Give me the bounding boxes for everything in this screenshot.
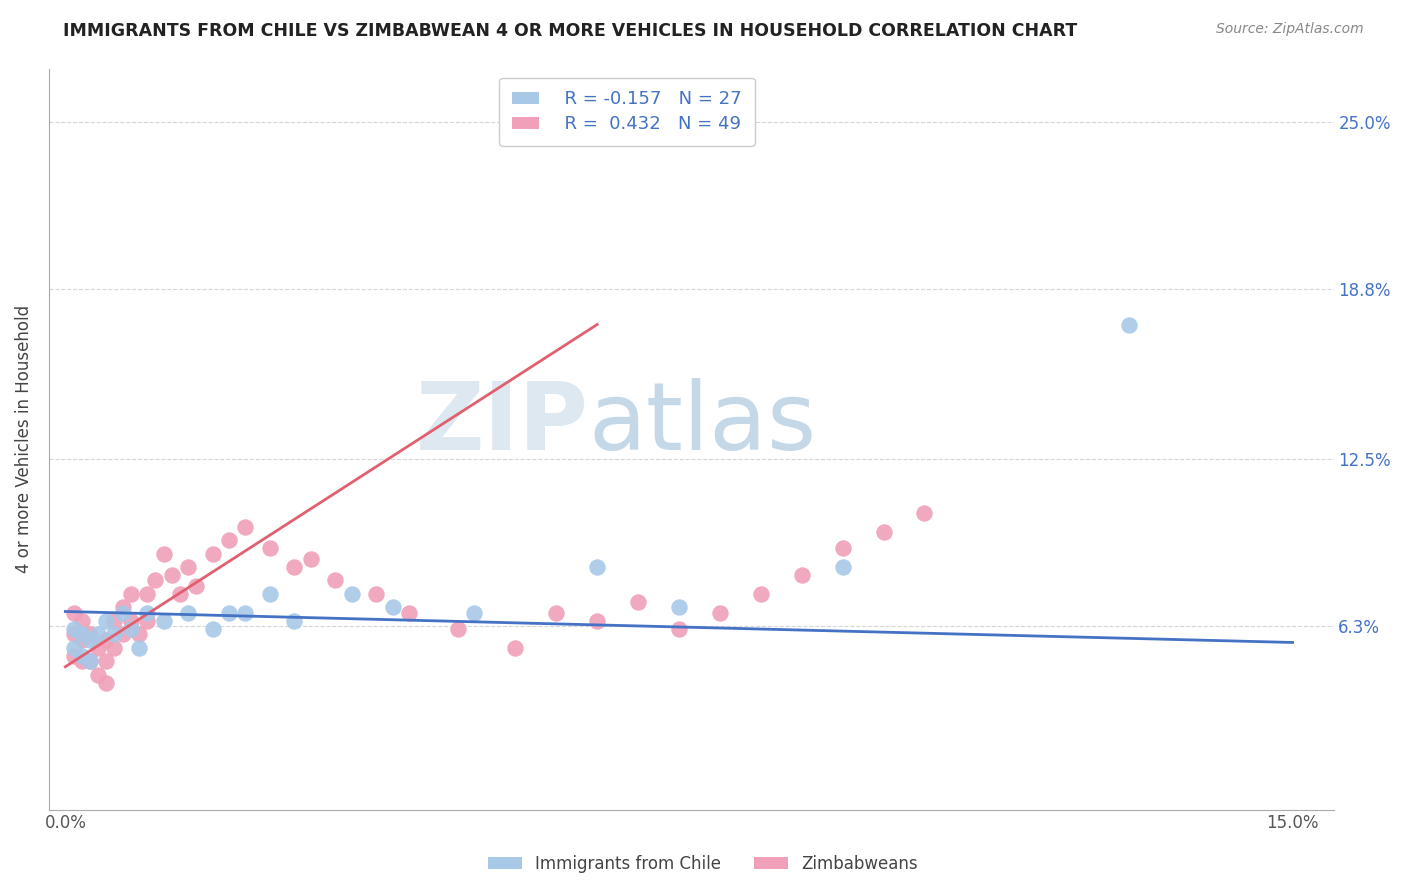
Point	[546, 606, 568, 620]
Point	[103, 640, 125, 655]
Point	[152, 547, 174, 561]
Point	[1118, 318, 1140, 332]
Point	[70, 648, 93, 663]
Point	[62, 606, 84, 620]
Point	[70, 614, 93, 628]
Point	[325, 574, 347, 588]
Point	[79, 654, 101, 668]
Point	[201, 622, 224, 636]
Point	[259, 587, 281, 601]
Y-axis label: 4 or more Vehicles in Household: 4 or more Vehicles in Household	[15, 305, 32, 573]
Point	[299, 552, 322, 566]
Point	[218, 606, 240, 620]
Point	[283, 560, 305, 574]
Point	[79, 654, 101, 668]
Point	[103, 627, 125, 641]
Point	[872, 524, 894, 539]
Point	[259, 541, 281, 556]
Point	[96, 654, 118, 668]
Point	[136, 606, 159, 620]
Point	[70, 627, 93, 641]
Point	[201, 547, 224, 561]
Point	[790, 568, 813, 582]
Point	[668, 600, 690, 615]
Point	[912, 506, 935, 520]
Point	[627, 595, 650, 609]
Point	[87, 668, 110, 682]
Point	[79, 632, 101, 647]
Point	[96, 614, 118, 628]
Text: IMMIGRANTS FROM CHILE VS ZIMBABWEAN 4 OR MORE VEHICLES IN HOUSEHOLD CORRELATION : IMMIGRANTS FROM CHILE VS ZIMBABWEAN 4 OR…	[63, 22, 1077, 40]
Point	[87, 627, 110, 641]
Point	[136, 587, 159, 601]
Point	[103, 614, 125, 628]
Point	[169, 587, 191, 601]
Point	[668, 622, 690, 636]
Point	[366, 587, 388, 601]
Point	[111, 600, 134, 615]
Point	[128, 640, 150, 655]
Point	[143, 574, 166, 588]
Point	[749, 587, 772, 601]
Point	[62, 627, 84, 641]
Point	[447, 622, 470, 636]
Legend: Immigrants from Chile, Zimbabweans: Immigrants from Chile, Zimbabweans	[482, 848, 924, 880]
Point	[111, 627, 134, 641]
Point	[62, 640, 84, 655]
Point	[340, 587, 363, 601]
Point	[96, 632, 118, 647]
Point	[831, 541, 853, 556]
Point	[128, 627, 150, 641]
Point	[62, 648, 84, 663]
Legend:   R = -0.157   N = 27,   R =  0.432   N = 49: R = -0.157 N = 27, R = 0.432 N = 49	[499, 78, 755, 146]
Point	[70, 654, 93, 668]
Point	[177, 560, 200, 574]
Point	[160, 568, 183, 582]
Point	[152, 614, 174, 628]
Point	[96, 676, 118, 690]
Point	[463, 606, 485, 620]
Point	[233, 606, 256, 620]
Point	[381, 600, 404, 615]
Text: ZIP: ZIP	[416, 378, 589, 470]
Point	[70, 632, 93, 647]
Point	[120, 587, 142, 601]
Point	[709, 606, 731, 620]
Point	[233, 519, 256, 533]
Point	[177, 606, 200, 620]
Point	[120, 614, 142, 628]
Point	[831, 560, 853, 574]
Point	[586, 614, 609, 628]
Point	[505, 640, 527, 655]
Point	[398, 606, 420, 620]
Point	[218, 533, 240, 547]
Point	[186, 579, 208, 593]
Point	[136, 614, 159, 628]
Point	[283, 614, 305, 628]
Point	[62, 622, 84, 636]
Point	[586, 560, 609, 574]
Point	[111, 606, 134, 620]
Point	[79, 627, 101, 641]
Text: atlas: atlas	[589, 378, 817, 470]
Point	[87, 640, 110, 655]
Text: Source: ZipAtlas.com: Source: ZipAtlas.com	[1216, 22, 1364, 37]
Point	[120, 622, 142, 636]
